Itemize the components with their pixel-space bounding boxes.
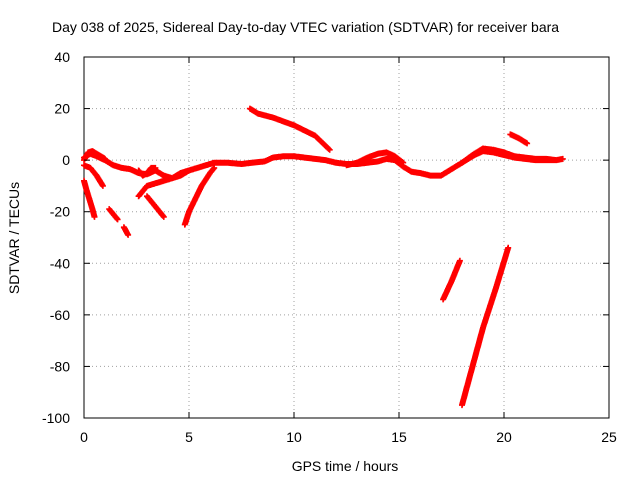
- point-markers: [181, 164, 218, 228]
- series-arc-20.5: [507, 131, 531, 147]
- y-axis-title: SDTVAR / TECUs: [6, 182, 22, 294]
- y-tick-label: 40: [54, 49, 70, 65]
- x-tick-label: 10: [286, 429, 302, 445]
- series-arc-1.3: [106, 206, 121, 223]
- series-arc-left: [81, 177, 98, 220]
- point-markers: [120, 224, 132, 238]
- series-arc-low-2: [144, 193, 167, 220]
- y-tick-label: -100: [42, 410, 70, 426]
- series-arc-2: [120, 224, 132, 238]
- y-tick-label: 0: [62, 152, 70, 168]
- plot-frame: [83, 56, 610, 419]
- x-tick-label: 0: [80, 429, 88, 445]
- series-arc-19: [459, 244, 512, 409]
- point-markers: [106, 206, 121, 223]
- x-tick-label: 25: [601, 429, 617, 445]
- point-markers: [246, 105, 333, 153]
- series-arc-17.5: [440, 257, 463, 303]
- y-tick-label: -60: [50, 307, 70, 323]
- data-layer: [81, 105, 566, 409]
- series-main-band: [81, 145, 566, 200]
- x-tick-label: 15: [391, 429, 407, 445]
- y-tick-label: -40: [50, 255, 70, 271]
- x-tick-label: 5: [185, 429, 193, 445]
- chart-title: Day 038 of 2025, Sidereal Day-to-day VTE…: [52, 19, 559, 35]
- point-markers: [81, 177, 98, 220]
- series-arc-upper: [246, 105, 333, 153]
- point-markers: [459, 244, 512, 409]
- point-markers: [440, 257, 463, 303]
- point-markers: [144, 193, 167, 220]
- plot-frame-layer: [83, 56, 610, 419]
- y-tick-label: 20: [54, 101, 70, 117]
- grid-layer: [84, 57, 609, 418]
- series-arc-low-1: [181, 164, 218, 228]
- y-tick-label: -20: [50, 204, 70, 220]
- x-tick-label: 20: [496, 429, 512, 445]
- point-markers: [507, 131, 531, 147]
- point-markers: [81, 145, 566, 200]
- y-tick-label: -80: [50, 358, 70, 374]
- x-axis-title: GPS time / hours: [292, 458, 399, 474]
- tick-layer: 0 5 10 15 20 25 -100 -80 -60 -40 -20 0 20 40: [42, 49, 617, 445]
